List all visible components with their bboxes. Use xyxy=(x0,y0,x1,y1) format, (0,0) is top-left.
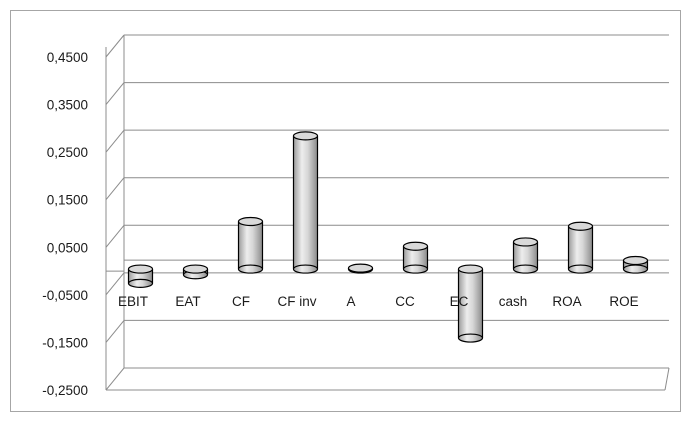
y-tick-label: -0,0500 xyxy=(42,288,88,303)
y-tick-label: 0,1500 xyxy=(47,193,88,208)
bar xyxy=(127,264,154,288)
gridline xyxy=(105,34,669,58)
bar xyxy=(402,241,429,274)
x-tick-label: A xyxy=(346,294,355,309)
bars xyxy=(127,131,649,343)
x-tick-label: CC xyxy=(395,294,415,309)
bar xyxy=(512,237,539,274)
chart-frame xyxy=(10,10,681,412)
bar xyxy=(622,255,649,274)
bar xyxy=(237,216,264,274)
y-tick-label: 0,2500 xyxy=(47,145,88,160)
bar xyxy=(347,263,374,274)
x-tick-label: CF inv xyxy=(277,294,316,309)
bar xyxy=(457,264,484,343)
y-tick-label: -0,1500 xyxy=(42,335,88,350)
x-tick-label: EC xyxy=(450,294,469,309)
bar xyxy=(567,221,594,274)
x-tick-label: ROA xyxy=(552,294,581,309)
x-tick-label: ROE xyxy=(609,294,638,309)
gridline xyxy=(105,82,669,105)
x-tick-label: cash xyxy=(499,294,528,309)
bar xyxy=(292,131,319,274)
y-tick-label: 0,0500 xyxy=(47,240,88,255)
bar xyxy=(182,264,209,280)
gridline xyxy=(105,367,670,391)
x-tick-label: EBIT xyxy=(118,294,148,309)
x-tick-label: CF xyxy=(232,294,250,309)
gridline xyxy=(105,319,669,343)
x-axis-ticks: EBIT EAT CF CF inv A CC EC cash ROA ROE xyxy=(118,294,639,309)
y-tick-label: 0,3500 xyxy=(47,98,88,113)
gridline xyxy=(105,177,669,201)
y-tick-label: 0,4500 xyxy=(47,50,88,65)
y-tick-label: -0,2500 xyxy=(42,383,88,398)
gridline xyxy=(105,129,669,153)
x-tick-label: EAT xyxy=(175,294,200,309)
y-axis-ticks: 0,4500 0,3500 0,2500 0,1500 0,0500 -0,0500 -0,… xyxy=(42,50,88,398)
gridlines xyxy=(105,34,670,391)
